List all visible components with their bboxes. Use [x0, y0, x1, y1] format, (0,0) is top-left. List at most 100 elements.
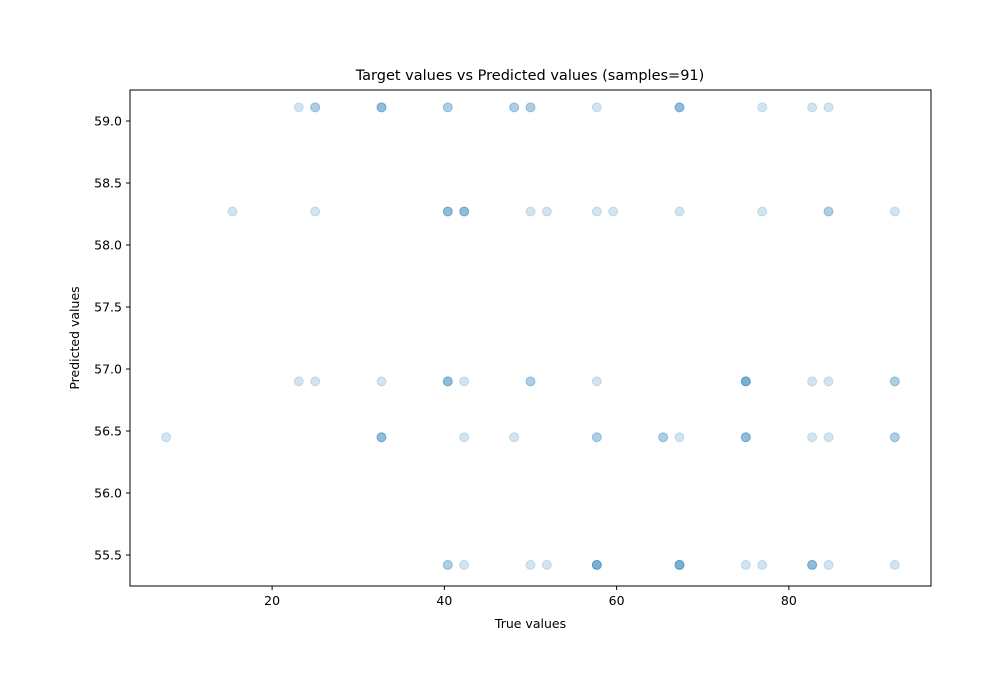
- y-tick-label: 56.0: [94, 486, 122, 501]
- data-point-47: [740, 376, 751, 387]
- data-point-51: [823, 376, 834, 387]
- data-point-43: [525, 376, 536, 387]
- data-point-24: [459, 206, 470, 217]
- data-point-28: [541, 206, 552, 217]
- data-point-57: [376, 432, 387, 443]
- data-point-77: [591, 559, 602, 570]
- data-point-53: [889, 376, 900, 387]
- data-point-88: [807, 559, 818, 570]
- data-point-22: [442, 206, 453, 217]
- data-point-84: [674, 559, 685, 570]
- data-point-82: [674, 559, 685, 570]
- data-point-40: [442, 376, 453, 387]
- data-point-42: [459, 376, 470, 387]
- data-point-14: [674, 102, 685, 113]
- data-point-85: [740, 559, 751, 570]
- data-point-48: [740, 376, 751, 387]
- data-point-0: [293, 102, 304, 113]
- data-point-89: [807, 559, 818, 570]
- data-point-9: [509, 102, 520, 113]
- plot-area-frame: [129, 89, 932, 587]
- y-axis-ticks: 55.5 56.0 56.5 57.0 57.5 58.0 58.5 59.0: [94, 114, 130, 563]
- data-point-8: [509, 102, 520, 113]
- data-point-71: [889, 432, 900, 443]
- data-point-91: [889, 559, 900, 570]
- data-point-65: [740, 432, 751, 443]
- data-point-41: [442, 376, 453, 387]
- y-tick-label: 57.0: [94, 362, 122, 377]
- y-tick-label: 56.5: [94, 424, 122, 439]
- data-point-55: [376, 432, 387, 443]
- y-tick-label: 58.5: [94, 176, 122, 191]
- data-point-58: [459, 432, 470, 443]
- data-point-39: [442, 376, 453, 387]
- data-point-56: [376, 432, 387, 443]
- data-point-32: [757, 206, 768, 217]
- x-tick-label: 60: [609, 593, 625, 608]
- data-point-59: [509, 432, 520, 443]
- data-point-16: [757, 102, 768, 113]
- data-point-74: [459, 559, 470, 570]
- x-tick-label: 40: [436, 593, 452, 608]
- data-point-46: [740, 376, 751, 387]
- data-point-72: [442, 559, 453, 570]
- data-point-2: [310, 102, 321, 113]
- data-point-11: [525, 102, 536, 113]
- data-point-49: [740, 376, 751, 387]
- data-point-31: [674, 206, 685, 217]
- data-point-70: [889, 432, 900, 443]
- data-point-54: [161, 432, 172, 443]
- data-point-69: [823, 432, 834, 443]
- data-point-20: [310, 206, 321, 217]
- data-point-90: [823, 559, 834, 570]
- data-point-66: [740, 432, 751, 443]
- data-point-63: [658, 432, 669, 443]
- data-point-25: [459, 206, 470, 217]
- data-point-79: [591, 559, 602, 570]
- data-point-35: [889, 206, 900, 217]
- data-point-4: [376, 102, 387, 113]
- data-point-44: [525, 376, 536, 387]
- data-point-60: [591, 432, 602, 443]
- data-point-62: [658, 432, 669, 443]
- data-point-52: [889, 376, 900, 387]
- data-point-17: [807, 102, 818, 113]
- data-point-87: [807, 559, 818, 570]
- y-tick-label: 58.0: [94, 238, 122, 253]
- chart-title: Target values vs Predicted values (sampl…: [355, 68, 705, 84]
- points-layer: [161, 102, 900, 570]
- data-point-12: [591, 102, 602, 113]
- data-point-29: [591, 206, 602, 217]
- data-point-73: [442, 559, 453, 570]
- data-point-23: [442, 206, 453, 217]
- y-tick-label: 55.5: [94, 548, 122, 563]
- data-point-34: [823, 206, 834, 217]
- data-point-86: [757, 559, 768, 570]
- data-point-68: [807, 432, 818, 443]
- data-point-21: [442, 206, 453, 217]
- data-point-38: [376, 376, 387, 387]
- data-point-75: [525, 559, 536, 570]
- data-point-76: [541, 559, 552, 570]
- data-point-15: [674, 102, 685, 113]
- x-tick-label: 80: [781, 593, 797, 608]
- data-point-78: [591, 559, 602, 570]
- data-point-1: [310, 102, 321, 113]
- data-point-10: [525, 102, 536, 113]
- data-point-50: [807, 376, 818, 387]
- data-point-81: [674, 559, 685, 570]
- data-point-83: [674, 559, 685, 570]
- data-point-30: [608, 206, 619, 217]
- data-point-6: [442, 102, 453, 113]
- data-point-61: [591, 432, 602, 443]
- data-point-64: [674, 432, 685, 443]
- data-point-5: [376, 102, 387, 113]
- x-tick-label: 20: [264, 593, 280, 608]
- x-axis-ticks: 20 40 60 80: [264, 586, 797, 608]
- data-point-67: [740, 432, 751, 443]
- x-axis-label: True values: [494, 616, 566, 631]
- data-point-37: [310, 376, 321, 387]
- data-point-33: [823, 206, 834, 217]
